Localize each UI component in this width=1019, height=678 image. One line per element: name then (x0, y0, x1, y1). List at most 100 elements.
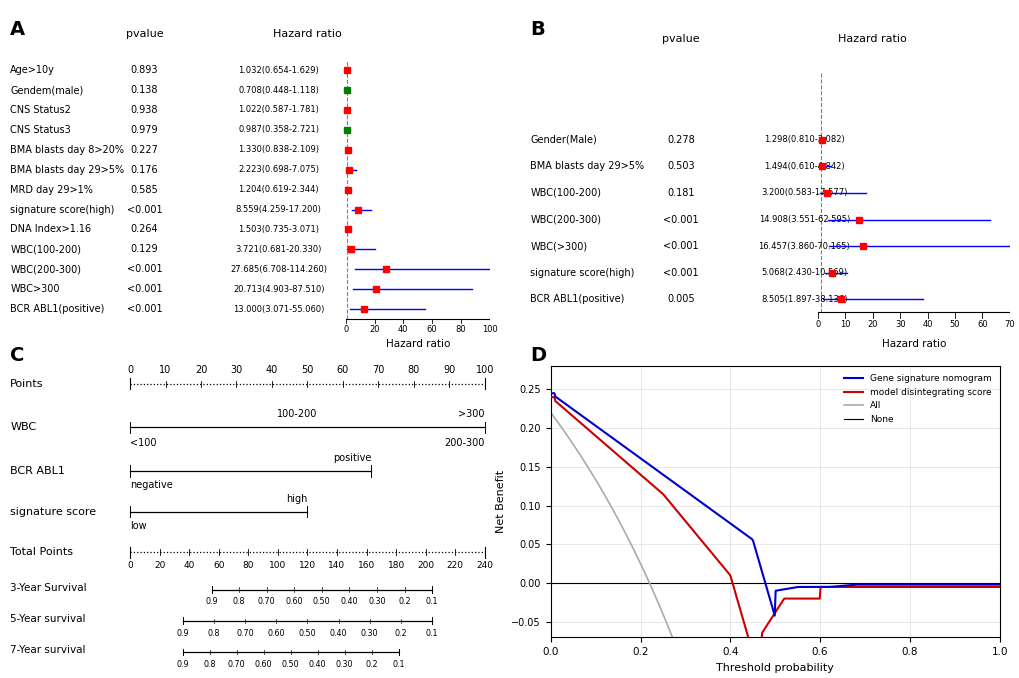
Text: 0.987(0.358-2.721): 0.987(0.358-2.721) (237, 125, 319, 134)
Text: 0.40: 0.40 (309, 660, 326, 669)
Text: Hazard ratio: Hazard ratio (273, 29, 341, 39)
Text: WBC(200-300): WBC(200-300) (10, 264, 82, 275)
Text: 70: 70 (372, 365, 384, 375)
Text: 5-Year survival: 5-Year survival (10, 614, 86, 624)
Text: 3-Year Survival: 3-Year Survival (10, 583, 87, 593)
Text: Gendem(male): Gendem(male) (10, 85, 84, 95)
Text: 30: 30 (894, 321, 905, 330)
Text: 0.893: 0.893 (130, 65, 158, 75)
Text: 0.60: 0.60 (255, 660, 272, 669)
Text: 0.264: 0.264 (130, 224, 158, 235)
Text: 50: 50 (949, 321, 959, 330)
Text: <0.001: <0.001 (662, 268, 698, 277)
Y-axis label: Net Benefit: Net Benefit (495, 470, 505, 534)
Text: 0: 0 (814, 321, 820, 330)
Text: 20: 20 (154, 561, 165, 570)
Text: 0.181: 0.181 (666, 188, 694, 198)
Text: 3.721(0.681-20.330): 3.721(0.681-20.330) (235, 245, 322, 254)
Text: <0.001: <0.001 (126, 264, 162, 275)
Text: WBC(100-200): WBC(100-200) (10, 244, 82, 254)
Text: 60: 60 (426, 325, 437, 334)
Text: BCR ABL1: BCR ABL1 (10, 466, 65, 476)
Text: 0: 0 (127, 561, 132, 570)
Text: BMA blasts day 8>20%: BMA blasts day 8>20% (10, 145, 124, 155)
Text: 0.1: 0.1 (392, 660, 405, 669)
Text: WBC>300: WBC>300 (10, 284, 60, 294)
Text: 0.278: 0.278 (666, 135, 694, 145)
Text: 0.50: 0.50 (313, 597, 330, 606)
Text: negative: negative (130, 481, 172, 490)
Text: 120: 120 (299, 561, 316, 570)
Text: 20.713(4.903-87.510): 20.713(4.903-87.510) (232, 285, 324, 294)
Text: 1.032(0.654-1.629): 1.032(0.654-1.629) (238, 66, 319, 75)
X-axis label: Threshold probability: Threshold probability (715, 662, 834, 673)
Text: 0.60: 0.60 (267, 629, 284, 637)
Text: 16.457(3.860-70.165): 16.457(3.860-70.165) (758, 241, 850, 251)
Text: 0.50: 0.50 (299, 629, 316, 637)
Text: 7-Year survival: 7-Year survival (10, 645, 86, 656)
Text: 1.494(0.610-4.842): 1.494(0.610-4.842) (763, 162, 844, 171)
Text: signature score(high): signature score(high) (530, 268, 634, 277)
Text: 40: 40 (183, 561, 195, 570)
Text: 140: 140 (328, 561, 345, 570)
Text: 1.022(0.587-1.781): 1.022(0.587-1.781) (238, 106, 319, 115)
Text: 20: 20 (369, 325, 379, 334)
Text: 80: 80 (243, 561, 254, 570)
Text: pvalue: pvalue (125, 29, 163, 39)
Text: 100: 100 (481, 325, 497, 334)
Text: 0.9: 0.9 (176, 660, 189, 669)
Text: 20: 20 (867, 321, 877, 330)
Text: 0.1: 0.1 (425, 597, 438, 606)
Text: 0.503: 0.503 (666, 161, 694, 172)
Text: Points: Points (10, 379, 44, 388)
Text: <0.001: <0.001 (126, 304, 162, 314)
Text: 40: 40 (921, 321, 932, 330)
Text: 0: 0 (126, 365, 133, 375)
Text: 30: 30 (230, 365, 243, 375)
Text: 0.1: 0.1 (425, 629, 438, 637)
Text: 10: 10 (840, 321, 850, 330)
Text: <0.001: <0.001 (126, 205, 162, 214)
Text: 0.70: 0.70 (227, 660, 246, 669)
Text: 0.2: 0.2 (365, 660, 377, 669)
Text: 20: 20 (195, 365, 207, 375)
Text: 200: 200 (417, 561, 434, 570)
Text: Gender(Male): Gender(Male) (530, 135, 596, 145)
Text: 40: 40 (397, 325, 409, 334)
Text: BCR ABL1(positive): BCR ABL1(positive) (10, 304, 105, 314)
Text: 8.559(4.259-17.200): 8.559(4.259-17.200) (235, 205, 321, 214)
Text: <0.001: <0.001 (126, 284, 162, 294)
Text: Hazard ratio: Hazard ratio (880, 339, 946, 349)
Text: 10: 10 (159, 365, 171, 375)
Text: 1.503(0.735-3.071): 1.503(0.735-3.071) (237, 225, 319, 234)
Text: 0.30: 0.30 (361, 629, 378, 637)
Text: <0.001: <0.001 (662, 214, 698, 224)
Text: 60: 60 (336, 365, 348, 375)
Text: 60: 60 (213, 561, 224, 570)
Text: 0.40: 0.40 (340, 597, 358, 606)
Text: 0.2: 0.2 (397, 597, 411, 606)
Text: C: C (10, 346, 24, 365)
Text: 0.005: 0.005 (666, 294, 694, 304)
Text: CNS Status2: CNS Status2 (10, 105, 71, 115)
Text: CNS Status3: CNS Status3 (10, 125, 71, 135)
Text: 2.223(0.698-7.075): 2.223(0.698-7.075) (237, 165, 319, 174)
Text: 0.50: 0.50 (281, 660, 300, 669)
Text: 0.979: 0.979 (130, 125, 158, 135)
Text: 0.8: 0.8 (232, 597, 246, 606)
Text: 0.9: 0.9 (176, 629, 189, 637)
Text: BMA blasts day 29>5%: BMA blasts day 29>5% (530, 161, 644, 172)
Text: MRD day 29>1%: MRD day 29>1% (10, 184, 93, 195)
Text: 0.129: 0.129 (130, 244, 158, 254)
Text: 3.200(0.583-17.577): 3.200(0.583-17.577) (760, 188, 847, 197)
Text: 0.138: 0.138 (130, 85, 158, 95)
Text: 1.204(0.619-2.344): 1.204(0.619-2.344) (238, 185, 319, 194)
Text: signature score: signature score (10, 506, 96, 517)
Text: 180: 180 (387, 561, 405, 570)
Text: high: high (285, 494, 307, 504)
Text: 1.298(0.810-2.082): 1.298(0.810-2.082) (763, 136, 844, 144)
Text: 0.227: 0.227 (130, 145, 158, 155)
Text: 0.708(0.448-1.118): 0.708(0.448-1.118) (238, 85, 319, 94)
Text: Total Points: Total Points (10, 547, 73, 557)
Text: 70: 70 (1004, 321, 1014, 330)
